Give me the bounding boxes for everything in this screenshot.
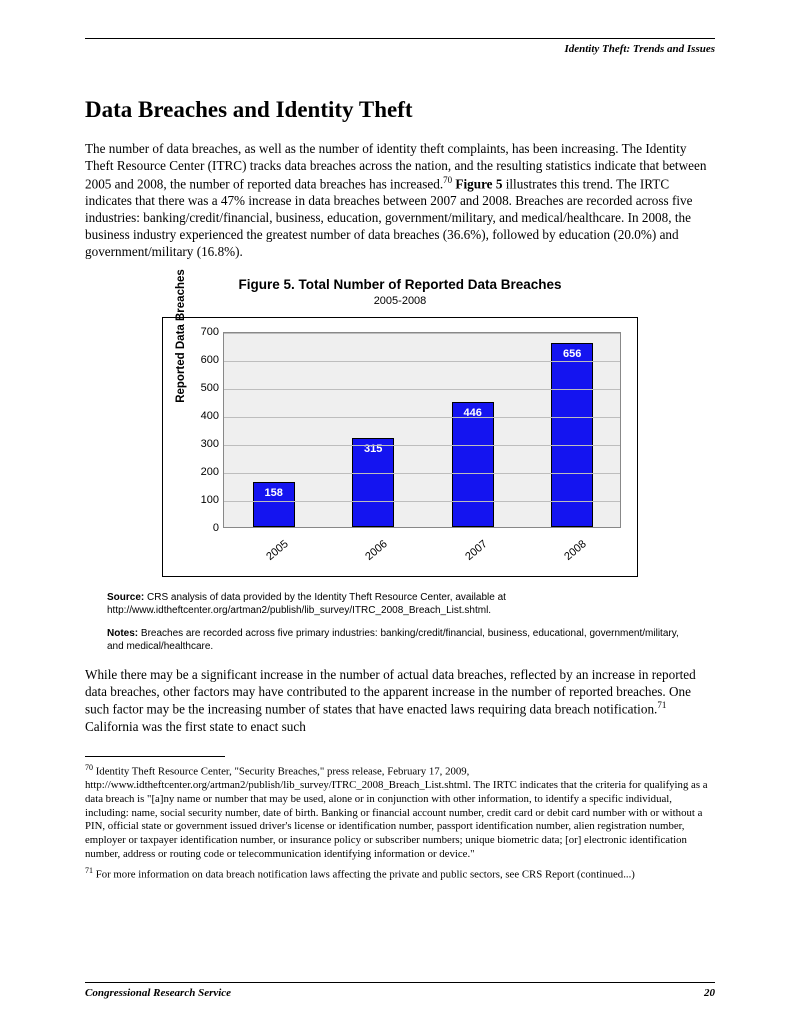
paragraph-2: While there may be a significant increas… <box>85 667 715 736</box>
figure-source: Source: CRS analysis of data provided by… <box>107 591 693 617</box>
y-tick-label: 100 <box>189 494 219 506</box>
footer-row: Congressional Research Service 20 <box>85 987 715 999</box>
y-axis-label: Reported Data Breaches <box>175 256 187 416</box>
y-tick-label: 500 <box>189 382 219 394</box>
footnote-71-num: 71 <box>85 866 93 875</box>
source-text: CRS analysis of data provided by the Ide… <box>107 592 506 616</box>
y-tick-label: 300 <box>189 438 219 450</box>
y-tick-label: 0 <box>189 522 219 534</box>
gridline <box>224 445 620 446</box>
x-tick-label: 2007 <box>443 538 489 579</box>
footnote-ref-70: 70 <box>443 175 452 185</box>
gridline <box>224 473 620 474</box>
para2-text-b: California was the first state to enact … <box>85 719 306 734</box>
footnote-70-text: Identity Theft Resource Center, "Securit… <box>85 765 708 860</box>
bar: 315 <box>352 438 394 526</box>
gridline <box>224 417 620 418</box>
running-head: Identity Theft: Trends and Issues <box>85 43 715 55</box>
footnote-rule <box>85 756 225 757</box>
footer-left: Congressional Research Service <box>85 987 231 999</box>
page-footer: Congressional Research Service 20 <box>85 982 715 999</box>
x-tick-label: 2006 <box>344 538 390 579</box>
header-rule <box>85 38 715 39</box>
y-tick-label: 200 <box>189 466 219 478</box>
y-tick-label: 700 <box>189 326 219 338</box>
plot-area: 158 315 446 656 <box>223 332 621 528</box>
para1-bold: Figure 5 <box>452 176 502 191</box>
gridline <box>224 501 620 502</box>
gridline <box>224 333 620 334</box>
gridline <box>224 389 620 390</box>
page-body: Identity Theft: Trends and Issues Data B… <box>0 0 800 882</box>
x-tick-label: 2005 <box>244 538 290 579</box>
paragraph-1: The number of data breaches, as well as … <box>85 141 715 261</box>
footnote-70: 70 Identity Theft Resource Center, "Secu… <box>85 763 715 862</box>
bar: 158 <box>253 482 295 526</box>
notes-label: Notes: <box>107 628 138 639</box>
x-tick-label: 2008 <box>543 538 589 579</box>
footnote-70-num: 70 <box>85 763 93 772</box>
footnote-71-text: For more information on data breach noti… <box>93 868 635 880</box>
footer-rule <box>85 982 715 983</box>
footer-right: 20 <box>704 987 715 999</box>
para2-text-a: While there may be a significant increas… <box>85 667 696 717</box>
bars-layer: 158 315 446 656 <box>224 333 620 527</box>
notes-text: Breaches are recorded across five primar… <box>107 628 679 652</box>
bar-value-label: 158 <box>254 487 294 499</box>
y-tick-label: 600 <box>189 354 219 366</box>
bar-value-label: 656 <box>552 348 592 360</box>
figure-notes: Notes: Breaches are recorded across five… <box>107 627 693 653</box>
section-title: Data Breaches and Identity Theft <box>85 97 715 123</box>
chart-frame: Reported Data Breaches 158315446656 0100… <box>162 317 638 577</box>
source-label: Source: <box>107 592 144 603</box>
bar: 446 <box>452 402 494 527</box>
gridline <box>224 361 620 362</box>
footnote-71: 71 For more information on data breach n… <box>85 866 715 882</box>
y-tick-label: 400 <box>189 410 219 422</box>
footnote-ref-71: 71 <box>657 700 666 710</box>
bar: 656 <box>551 343 593 527</box>
